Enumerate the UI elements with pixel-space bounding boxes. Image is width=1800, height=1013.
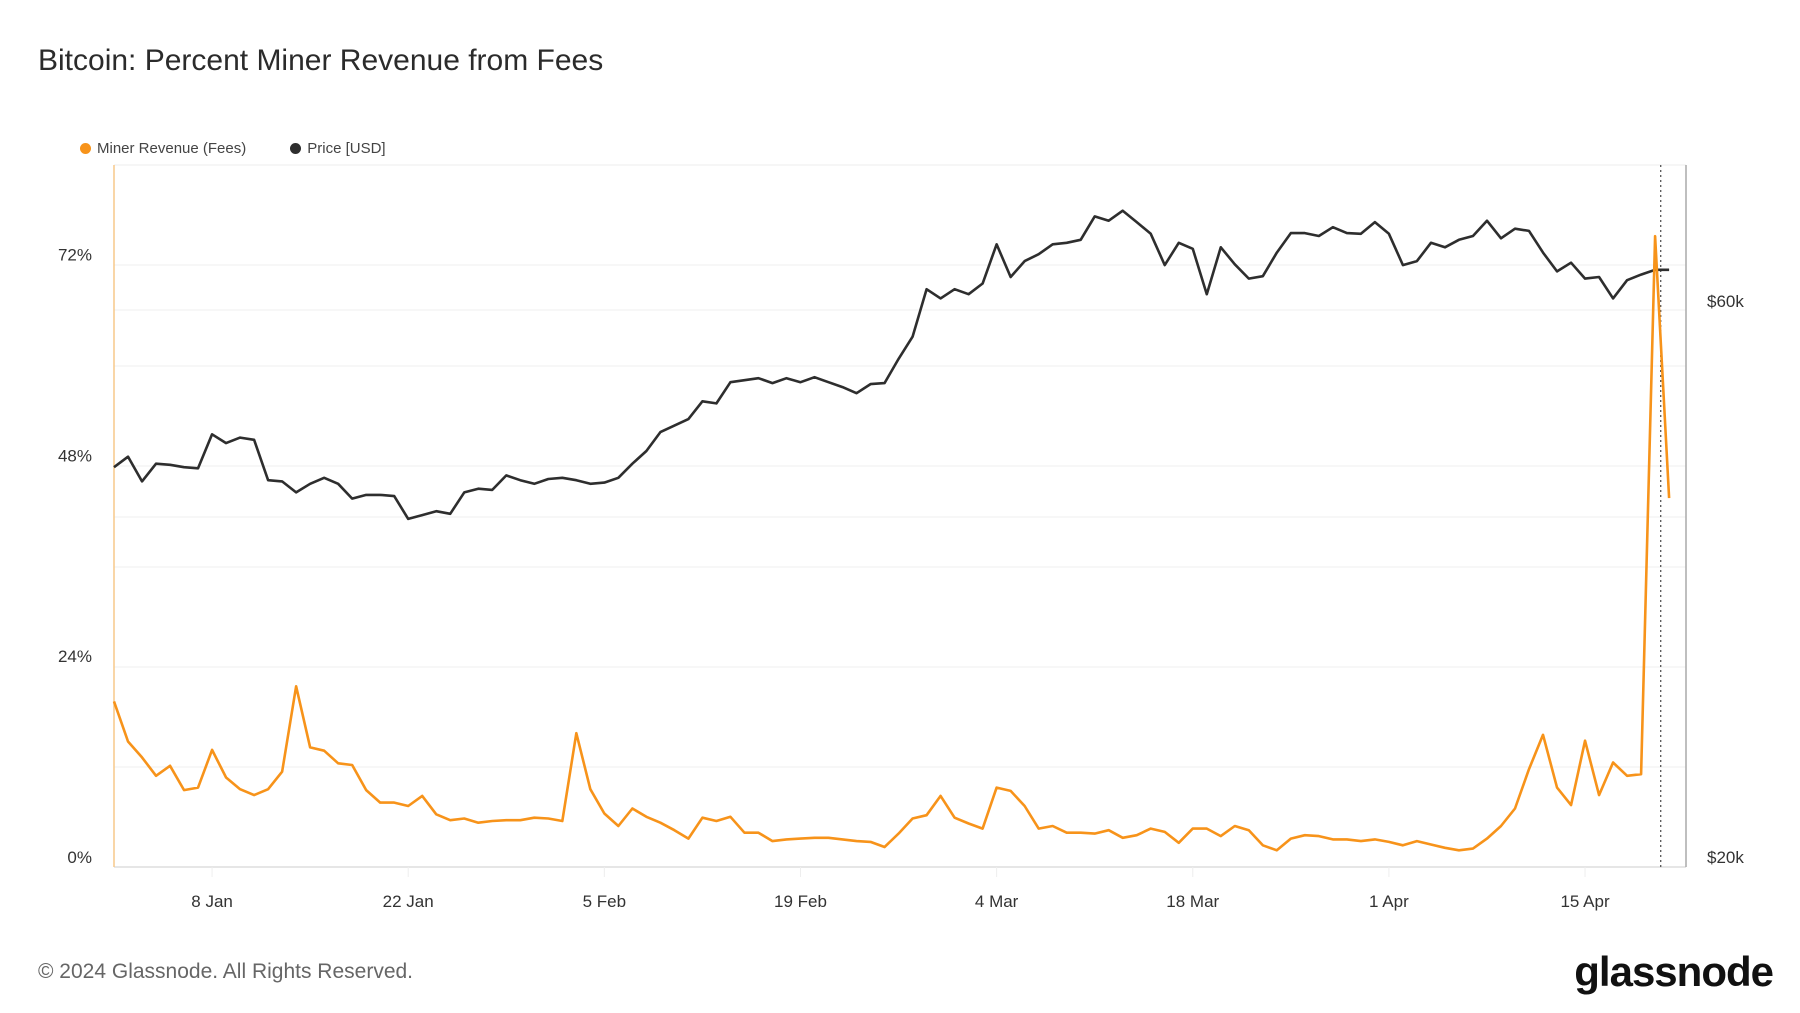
y-left-tick-label: 48% (58, 446, 92, 465)
x-tick-label: 5 Feb (583, 892, 626, 911)
x-tick-label: 19 Feb (774, 892, 827, 911)
y-left-tick-label: 0% (67, 848, 92, 867)
legend-item-price[interactable]: Price [USD] (290, 140, 386, 157)
glassnode-logo: glassnode (1574, 948, 1774, 995)
y-left-tick-label: 72% (58, 246, 92, 265)
x-tick-label: 8 Jan (191, 892, 233, 911)
x-tick-label: 18 Mar (1166, 892, 1219, 911)
legend-item-fees[interactable]: Miner Revenue (Fees) (80, 140, 246, 157)
y-right-tick-label: $20k (1707, 848, 1744, 867)
x-tick-label: 1 Apr (1369, 892, 1409, 911)
copyright: © 2024 Glassnode. All Rights Reserved. (38, 960, 414, 983)
chart-title: Bitcoin: Percent Miner Revenue from Fees (38, 44, 604, 77)
price-dot-icon (290, 143, 302, 154)
x-tick-label: 4 Mar (975, 892, 1019, 911)
x-tick-label: 22 Jan (383, 892, 434, 911)
fees-dot-icon (80, 143, 91, 154)
fees-line (112, 234, 1671, 852)
y-left-tick-label: 24% (58, 647, 92, 666)
y-right-tick-label: $60k (1707, 292, 1744, 311)
legend-label-price: Price [USD] (307, 140, 386, 157)
x-tick-label: 15 Apr (1560, 892, 1609, 911)
price-line (113, 209, 1670, 521)
legend: Miner Revenue (Fees) Price [USD] (80, 140, 386, 157)
legend-label-fees: Miner Revenue (Fees) (97, 140, 247, 157)
